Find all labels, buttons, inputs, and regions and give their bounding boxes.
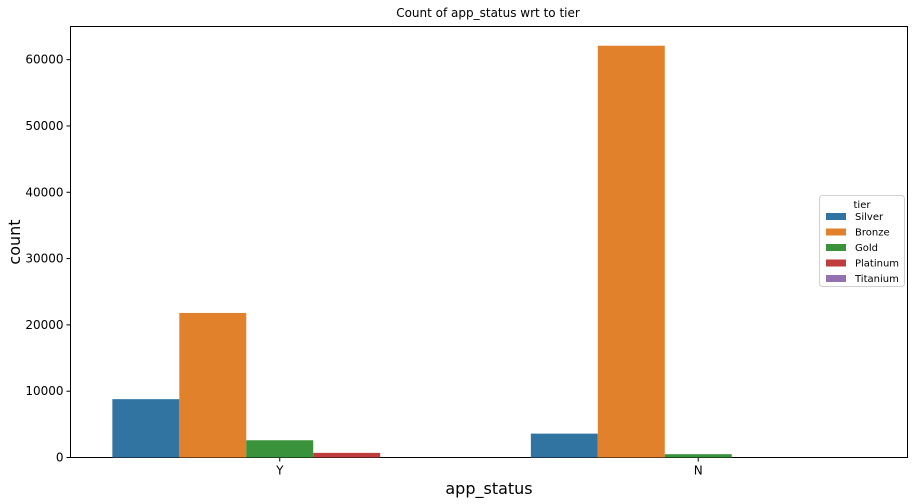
bar-silver-n — [530, 433, 598, 458]
bar-silver-y — [112, 399, 180, 458]
legend-label-bronze: Bronze — [855, 228, 890, 239]
y-axis-title: count — [5, 219, 24, 264]
x-tick-label: Y — [275, 464, 284, 478]
legend-label-platinum: Platinum — [855, 259, 899, 270]
x-axis-title: app_status — [445, 479, 532, 499]
bars-group — [112, 45, 732, 458]
bar-gold-y — [246, 440, 314, 458]
y-tick-label: 0 — [56, 451, 64, 465]
y-tick-label: 10000 — [25, 384, 63, 398]
y-tick-label: 60000 — [25, 53, 63, 67]
legend-label-silver: Silver — [855, 212, 884, 223]
y-tick-label: 20000 — [25, 318, 63, 332]
legend-swatch-gold — [826, 244, 846, 251]
x-tick-label: N — [694, 464, 703, 478]
bar-platinum-y — [313, 452, 381, 458]
legend-items: Silver Bronze Gold Platinum Titanium — [826, 212, 899, 285]
y-tick-label: 40000 — [25, 185, 63, 199]
bar-bronze-y — [179, 312, 247, 458]
legend-swatch-platinum — [826, 259, 846, 267]
y-tick-label: 30000 — [25, 252, 63, 266]
legend-title: tier — [854, 200, 872, 211]
legend: tier Silver Bronze Gold Platinum Titanium — [819, 195, 905, 287]
y-tick-label: 50000 — [25, 119, 63, 133]
legend-label-titanium: Titanium — [854, 274, 899, 285]
plot-frame — [70, 26, 908, 458]
legend-swatch-silver — [826, 213, 846, 220]
legend-label-gold: Gold — [855, 243, 878, 254]
chart-title: Count of app_status wrt to tier — [396, 6, 580, 20]
bar-bronze-n — [597, 45, 665, 458]
y-axis: 0 10000 20000 30000 40000 50000 60000 — [25, 53, 71, 465]
legend-swatch-bronze — [826, 228, 846, 236]
bar-gold-n — [664, 454, 732, 458]
legend-swatch-titanium — [826, 275, 846, 282]
